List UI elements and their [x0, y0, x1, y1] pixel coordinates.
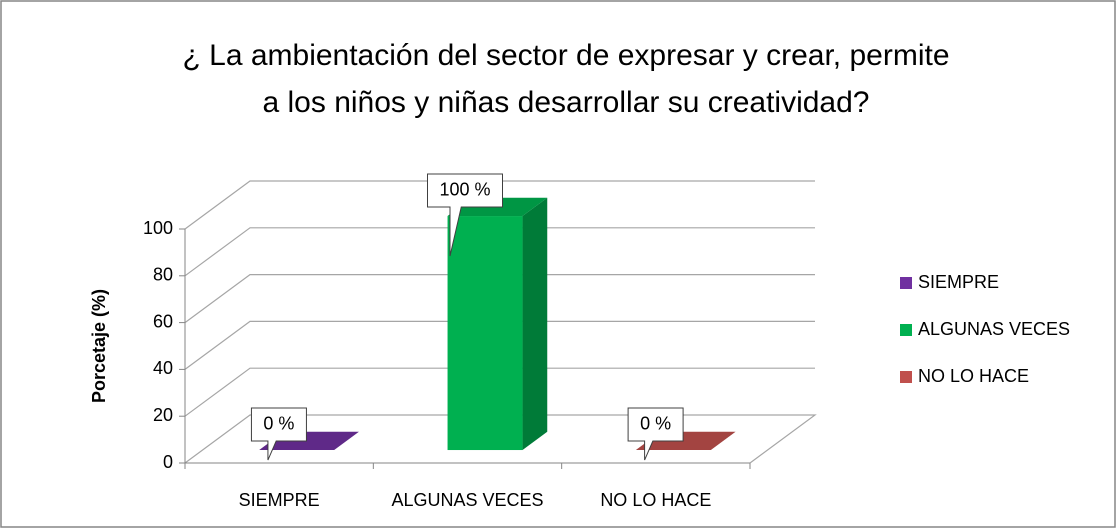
y-tick-label: 40 [153, 358, 173, 378]
legend-label: NO LO HACE [918, 366, 1029, 386]
grid-line [184, 227, 815, 277]
grid-line [184, 320, 815, 370]
x-tick-label: NO LO HACE [600, 490, 711, 510]
data-label-callout [427, 173, 503, 257]
x-tick-label: ALGUNAS VECES [391, 490, 543, 510]
bar [447, 216, 523, 451]
chart-title: ¿ La ambientación del sector de expresar… [182, 39, 949, 72]
bar-side [522, 197, 548, 451]
y-tick-label: 80 [153, 265, 173, 285]
legend-swatch [900, 277, 912, 289]
data-label: 0 % [640, 413, 671, 433]
legend-label: ALGUNAS VECES [918, 319, 1070, 339]
legend-label: SIEMPRE [918, 272, 999, 292]
legend-swatch [900, 324, 912, 336]
data-label: 0 % [263, 413, 294, 433]
y-tick-label: 100 [143, 218, 173, 238]
legend-swatch [900, 371, 912, 383]
grid-line [184, 180, 815, 230]
y-axis-label: Porcetaje (%) [89, 289, 109, 403]
grid-line [184, 367, 815, 417]
x-tick-label: SIEMPRE [239, 490, 320, 510]
grid-line [184, 274, 815, 324]
data-label-callout [627, 407, 684, 461]
y-tick-label: 60 [153, 311, 173, 331]
data-label-callout [250, 407, 307, 461]
data-label: 100 % [439, 179, 490, 199]
y-tick-label: 20 [153, 405, 173, 425]
chart-title: a los niños y niñas desarrollar su creat… [263, 86, 870, 119]
y-tick-label: 0 [163, 452, 173, 472]
